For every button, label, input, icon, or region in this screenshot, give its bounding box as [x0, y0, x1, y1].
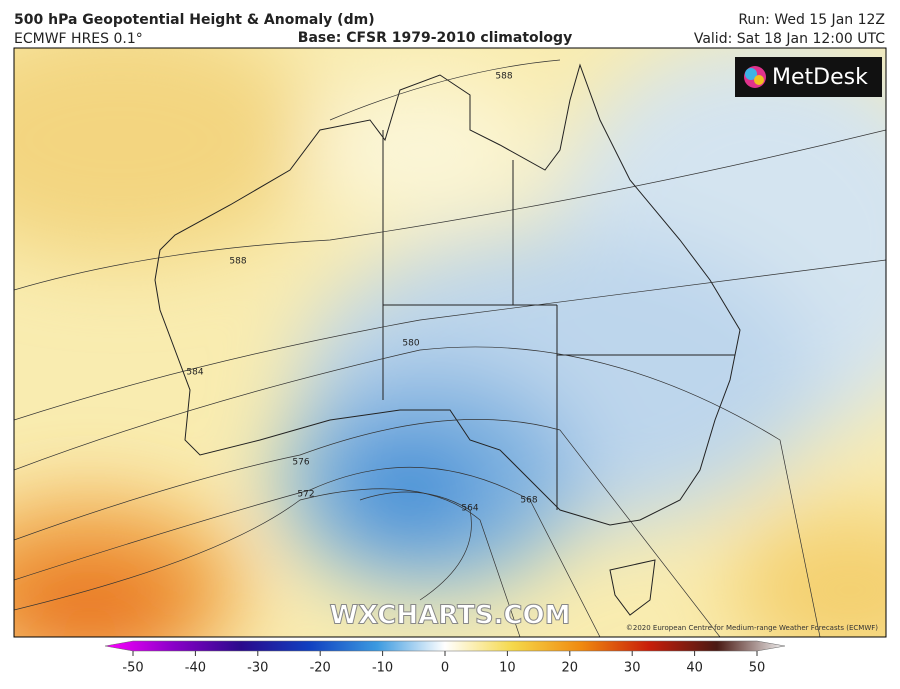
colorbar-tick-label: 40 — [686, 661, 703, 676]
contour-label: 564 — [461, 504, 478, 514]
contour-label: 576 — [292, 458, 309, 468]
watermark: WXCHARTS.COM — [329, 601, 570, 631]
contour-label: 584 — [186, 368, 203, 378]
colorbar: -50 -40 -30 -20 -10 0 10 20 30 40 50 — [104, 640, 786, 676]
contour-label: 588 — [495, 72, 512, 82]
colorbar-tick-label: -10 — [372, 661, 393, 676]
colorbar-tick-label: -20 — [310, 661, 331, 676]
height-contours — [14, 59, 886, 637]
base: Base: CFSR 1979-2010 climatology — [298, 30, 572, 46]
contour-label: 568 — [520, 496, 537, 506]
logo-text: MetDesk — [772, 65, 868, 90]
run: Run: Wed 15 Jan 12Z — [738, 12, 885, 28]
model: ECMWF HRES 0.1° — [14, 31, 143, 47]
colorbar-tick-label: 0 — [441, 661, 449, 676]
colorbar-tick-label: 20 — [562, 661, 579, 676]
contour-label: 588 — [229, 257, 246, 267]
valid: Valid: Sat 18 Jan 12:00 UTC — [694, 31, 885, 47]
coastline — [154, 63, 741, 616]
colorbar-tick-label: 10 — [499, 661, 516, 676]
title: 500 hPa Geopotential Height & Anomaly (d… — [14, 12, 375, 28]
map-frame — [13, 47, 887, 638]
map: WXCHARTS.COM ©2020 European Centre for M… — [14, 48, 886, 637]
credit: ©2020 European Centre for Medium-range W… — [626, 624, 878, 632]
colorbar-tick-label: -40 — [185, 661, 206, 676]
colorbar-scale — [104, 640, 786, 652]
colorbar-tick-label: 30 — [624, 661, 641, 676]
colorbar-tick-label: 50 — [749, 661, 766, 676]
colorbar-tick-label: -50 — [122, 661, 143, 676]
logo: MetDesk — [735, 57, 882, 97]
colorbar-tick-label: -30 — [247, 661, 268, 676]
contour-label: 580 — [402, 339, 419, 349]
contour-label: 572 — [297, 490, 314, 500]
